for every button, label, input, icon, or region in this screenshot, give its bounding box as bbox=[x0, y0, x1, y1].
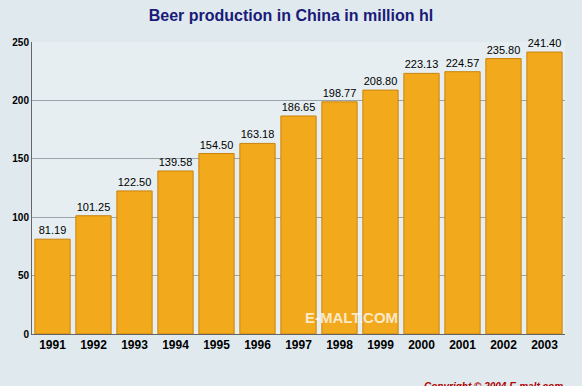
svg-text:163.18: 163.18 bbox=[241, 128, 275, 140]
svg-text:Copyright © 2004 E-malt.com: Copyright © 2004 E-malt.com bbox=[424, 381, 563, 386]
svg-text:1996: 1996 bbox=[244, 338, 271, 352]
svg-text:101.25: 101.25 bbox=[77, 201, 111, 213]
svg-text:2003: 2003 bbox=[531, 338, 558, 352]
svg-text:2000: 2000 bbox=[408, 338, 435, 352]
svg-text:250: 250 bbox=[12, 37, 29, 48]
svg-text:2002: 2002 bbox=[490, 338, 517, 352]
svg-text:223.13: 223.13 bbox=[405, 58, 439, 70]
svg-text:81.19: 81.19 bbox=[39, 224, 67, 236]
svg-text:139.58: 139.58 bbox=[159, 156, 193, 168]
svg-text:235.80: 235.80 bbox=[487, 44, 521, 56]
svg-text:1992: 1992 bbox=[80, 338, 107, 352]
svg-text:100: 100 bbox=[12, 212, 29, 223]
svg-text:241.40: 241.40 bbox=[528, 37, 562, 49]
svg-text:Beer production in China in mi: Beer production in China in million hl bbox=[149, 7, 433, 24]
svg-text:186.65: 186.65 bbox=[282, 101, 316, 113]
svg-text:1994: 1994 bbox=[162, 338, 189, 352]
svg-text:150: 150 bbox=[12, 153, 29, 164]
svg-text:1999: 1999 bbox=[367, 338, 394, 352]
svg-text:208.80: 208.80 bbox=[364, 75, 398, 87]
svg-text:122.50: 122.50 bbox=[118, 176, 152, 188]
svg-text:50: 50 bbox=[18, 270, 30, 281]
svg-text:E-MALT.COM: E-MALT.COM bbox=[305, 309, 398, 326]
svg-text:2001: 2001 bbox=[449, 338, 476, 352]
svg-text:1991: 1991 bbox=[39, 338, 66, 352]
svg-text:1993: 1993 bbox=[121, 338, 148, 352]
svg-text:198.77: 198.77 bbox=[323, 87, 357, 99]
svg-text:154.50: 154.50 bbox=[200, 139, 234, 151]
svg-text:1995: 1995 bbox=[203, 338, 230, 352]
svg-text:1998: 1998 bbox=[326, 338, 353, 352]
svg-text:1997: 1997 bbox=[285, 338, 312, 352]
svg-text:0: 0 bbox=[23, 329, 29, 340]
svg-text:200: 200 bbox=[12, 95, 29, 106]
svg-text:224.57: 224.57 bbox=[446, 57, 480, 69]
